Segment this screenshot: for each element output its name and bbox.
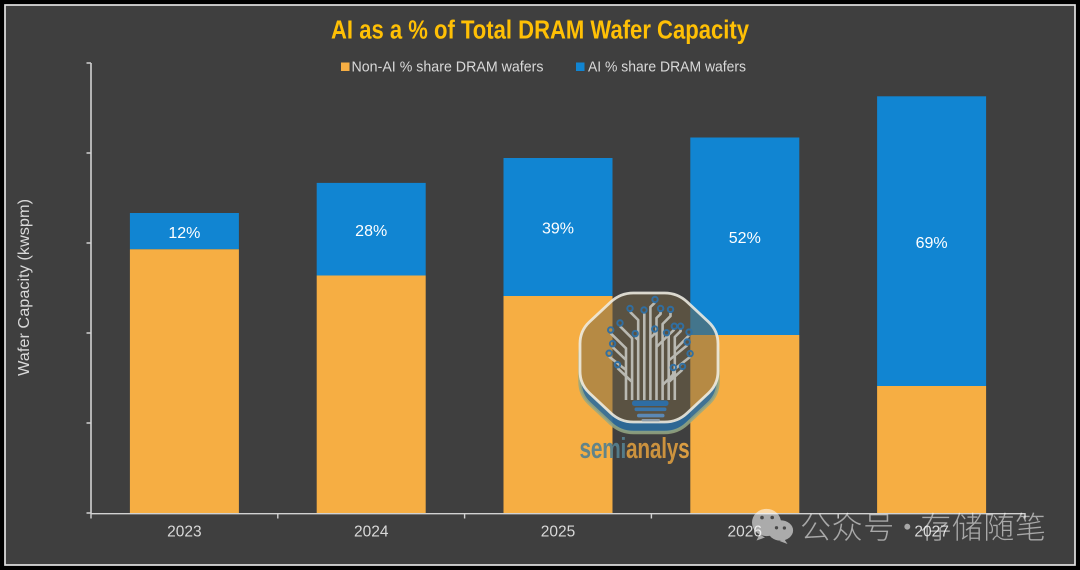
svg-text:semianalysis: semianalysis	[580, 433, 707, 465]
svg-text:52%: 52%	[729, 230, 761, 247]
svg-text:AI % share DRAM wafers: AI % share DRAM wafers	[588, 59, 746, 76]
svg-text:Non-AI % share DRAM wafers: Non-AI % share DRAM wafers	[352, 59, 544, 76]
svg-text:69%: 69%	[916, 235, 948, 252]
svg-text:28%: 28%	[355, 223, 387, 240]
svg-text:Wafer Capacity (kwspm): Wafer Capacity (kwspm)	[16, 199, 33, 376]
svg-text:2024: 2024	[354, 523, 389, 540]
svg-text:12%: 12%	[168, 225, 200, 242]
svg-text:2023: 2023	[167, 523, 201, 540]
svg-text:39%: 39%	[542, 221, 574, 238]
svg-text:AI as a % of Total DRAM Wafer: AI as a % of Total DRAM Wafer Capacity	[331, 17, 750, 45]
svg-text:2025: 2025	[541, 523, 575, 540]
